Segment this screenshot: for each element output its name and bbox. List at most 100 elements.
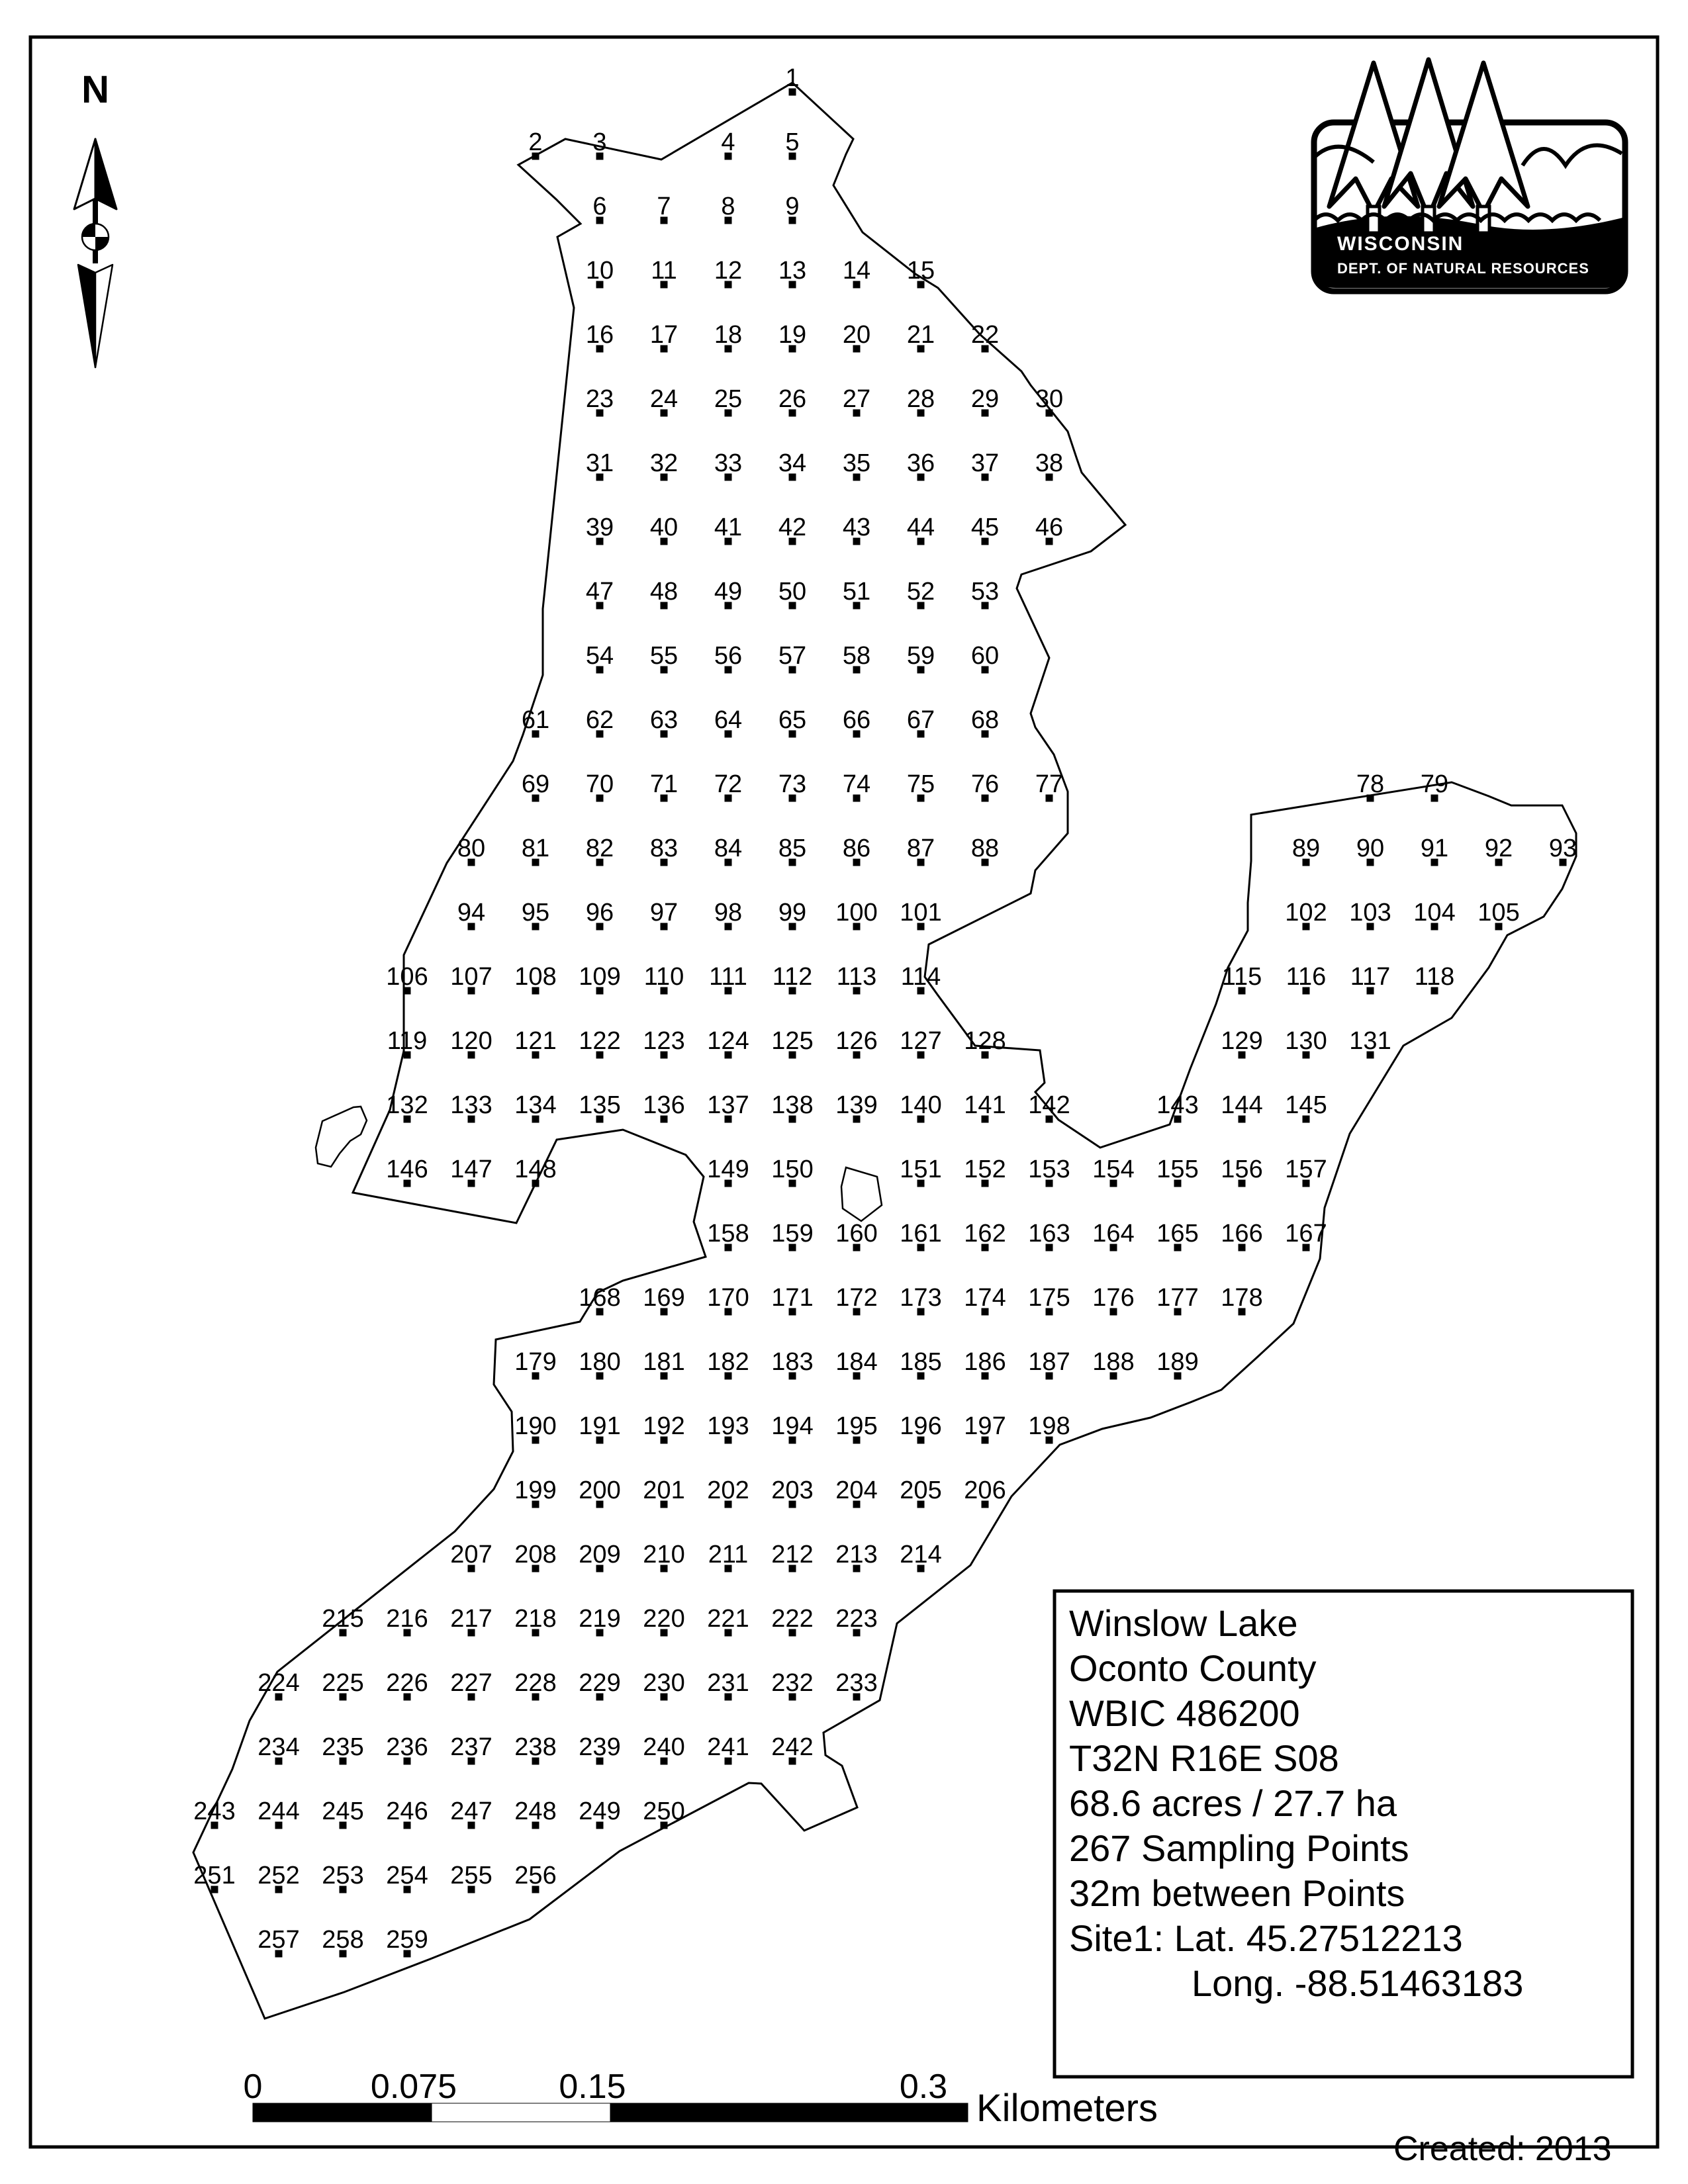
svg-text:195: 195 [835, 1412, 877, 1440]
svg-text:28: 28 [907, 385, 935, 413]
svg-text:Oconto County: Oconto County [1069, 1647, 1317, 1689]
svg-text:106: 106 [386, 963, 428, 991]
svg-text:105: 105 [1477, 899, 1519, 927]
svg-text:166: 166 [1221, 1220, 1262, 1248]
svg-text:132: 132 [386, 1091, 428, 1119]
svg-text:122: 122 [579, 1027, 620, 1055]
svg-text:1: 1 [785, 64, 799, 92]
svg-text:15: 15 [907, 257, 935, 285]
svg-text:121: 121 [514, 1027, 556, 1055]
svg-text:162: 162 [964, 1220, 1006, 1248]
svg-text:151: 151 [900, 1156, 941, 1183]
svg-text:181: 181 [643, 1348, 684, 1376]
svg-text:93: 93 [1549, 835, 1577, 862]
svg-text:206: 206 [964, 1477, 1006, 1504]
svg-text:203: 203 [771, 1477, 813, 1504]
svg-text:23: 23 [586, 385, 614, 413]
svg-text:104: 104 [1413, 899, 1455, 927]
svg-text:230: 230 [643, 1669, 684, 1697]
svg-text:191: 191 [579, 1412, 620, 1440]
svg-text:240: 240 [643, 1733, 684, 1761]
svg-text:167: 167 [1285, 1220, 1327, 1248]
svg-text:227: 227 [450, 1669, 492, 1697]
svg-text:WISCONSIN: WISCONSIN [1337, 233, 1464, 255]
svg-text:Long. -88.51463183: Long. -88.51463183 [1192, 1962, 1523, 2004]
svg-text:118: 118 [1415, 963, 1455, 991]
svg-text:173: 173 [900, 1284, 941, 1312]
svg-text:247: 247 [450, 1797, 492, 1825]
svg-text:T32N R16E S08: T32N R16E S08 [1069, 1737, 1339, 1779]
svg-text:170: 170 [707, 1284, 749, 1312]
svg-text:86: 86 [843, 835, 870, 862]
svg-text:66: 66 [843, 706, 870, 734]
svg-text:149: 149 [707, 1156, 749, 1183]
svg-text:46: 46 [1035, 514, 1063, 541]
svg-text:68: 68 [971, 706, 999, 734]
svg-text:85: 85 [778, 835, 806, 862]
svg-text:24: 24 [650, 385, 678, 413]
svg-text:232: 232 [771, 1669, 813, 1697]
svg-text:223: 223 [835, 1605, 877, 1633]
svg-text:156: 156 [1221, 1156, 1262, 1183]
svg-text:76: 76 [971, 770, 999, 798]
svg-text:71: 71 [650, 770, 678, 798]
svg-text:54: 54 [586, 642, 614, 670]
svg-text:145: 145 [1285, 1091, 1327, 1119]
svg-text:77: 77 [1035, 770, 1063, 798]
svg-text:221: 221 [707, 1605, 749, 1633]
svg-text:161: 161 [900, 1220, 941, 1248]
svg-text:135: 135 [579, 1091, 620, 1119]
svg-text:238: 238 [514, 1733, 556, 1761]
svg-text:49: 49 [714, 578, 742, 606]
svg-text:207: 207 [450, 1541, 492, 1569]
svg-text:14: 14 [843, 257, 870, 285]
svg-text:176: 176 [1092, 1284, 1134, 1312]
svg-text:48: 48 [650, 578, 678, 606]
svg-text:35: 35 [843, 449, 870, 477]
svg-text:259: 259 [386, 1926, 428, 1954]
svg-text:97: 97 [650, 899, 678, 927]
svg-text:37: 37 [971, 449, 999, 477]
svg-text:47: 47 [586, 578, 614, 606]
svg-text:182: 182 [707, 1348, 749, 1376]
svg-text:128: 128 [964, 1027, 1006, 1055]
svg-text:83: 83 [650, 835, 678, 862]
svg-text:40: 40 [650, 514, 678, 541]
svg-text:204: 204 [835, 1477, 877, 1504]
svg-text:194: 194 [771, 1412, 813, 1440]
svg-text:258: 258 [322, 1926, 363, 1954]
svg-text:91: 91 [1421, 835, 1448, 862]
svg-text:38: 38 [1035, 449, 1063, 477]
svg-text:248: 248 [514, 1797, 556, 1825]
svg-text:109: 109 [579, 963, 620, 991]
svg-text:126: 126 [835, 1027, 877, 1055]
svg-text:229: 229 [579, 1669, 620, 1697]
svg-text:27: 27 [843, 385, 870, 413]
svg-text:253: 253 [322, 1862, 363, 1889]
svg-text:69: 69 [522, 770, 549, 798]
svg-text:9: 9 [785, 193, 799, 220]
svg-text:131: 131 [1349, 1027, 1391, 1055]
svg-text:102: 102 [1285, 899, 1327, 927]
svg-text:177: 177 [1156, 1284, 1198, 1312]
svg-text:112: 112 [773, 963, 813, 991]
svg-text:108: 108 [514, 963, 556, 991]
svg-text:21: 21 [907, 321, 935, 349]
svg-text:88: 88 [971, 835, 999, 862]
svg-text:252: 252 [258, 1862, 299, 1889]
svg-text:216: 216 [386, 1605, 428, 1633]
svg-text:74: 74 [843, 770, 870, 798]
svg-text:101: 101 [900, 899, 941, 927]
svg-text:231: 231 [707, 1669, 749, 1697]
svg-text:190: 190 [514, 1412, 556, 1440]
svg-text:138: 138 [771, 1091, 813, 1119]
svg-text:187: 187 [1028, 1348, 1070, 1376]
svg-text:79: 79 [1421, 770, 1448, 798]
svg-text:222: 222 [771, 1605, 813, 1633]
svg-text:6: 6 [592, 193, 606, 220]
svg-text:26: 26 [778, 385, 806, 413]
svg-text:107: 107 [450, 963, 492, 991]
svg-text:125: 125 [771, 1027, 813, 1055]
svg-text:56: 56 [714, 642, 742, 670]
svg-text:81: 81 [522, 835, 549, 862]
